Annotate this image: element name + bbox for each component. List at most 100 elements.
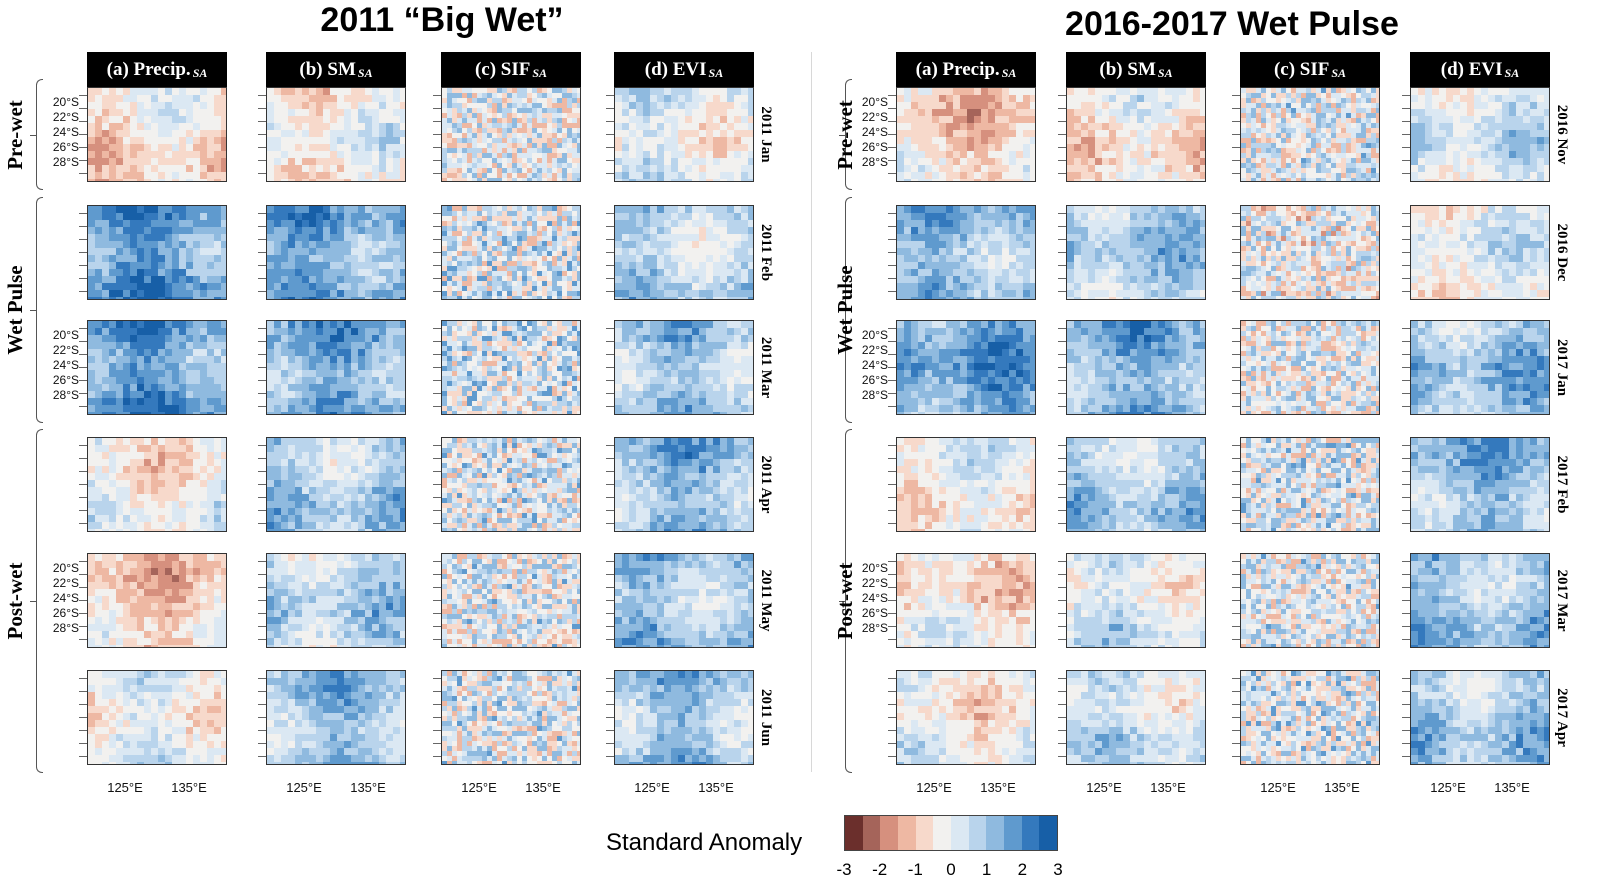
tick [888, 393, 896, 394]
tick [888, 108, 896, 109]
tick [1232, 239, 1240, 240]
lat-tick-marks [1232, 553, 1240, 648]
tick [1058, 523, 1066, 524]
phase-label: Pre-wet [833, 99, 857, 170]
tick [79, 95, 87, 96]
tick [258, 265, 266, 266]
tick [79, 173, 87, 174]
lat-tick-marks [606, 205, 614, 300]
tick [1402, 626, 1410, 627]
tick [1058, 484, 1066, 485]
lat-tick-label: 22°S [861, 110, 888, 124]
tick [1232, 678, 1240, 679]
phase-bracket-tick [30, 310, 36, 311]
lat-tick-marks [888, 553, 896, 648]
tick [1232, 484, 1240, 485]
tick [433, 626, 441, 627]
tick [1232, 626, 1240, 627]
tick [258, 393, 266, 394]
tick [79, 147, 87, 148]
phase-label: Post-wet [3, 562, 27, 640]
tick [1232, 561, 1240, 562]
lon-tick-label: 125°E [1086, 780, 1122, 795]
tick [433, 484, 441, 485]
color-scale-swatch [1039, 816, 1058, 850]
tick [1058, 626, 1066, 627]
tick [1232, 730, 1240, 731]
map-panel [896, 320, 1036, 415]
tick [606, 678, 614, 679]
tick [1058, 147, 1066, 148]
lon-tick-label: 125°E [286, 780, 322, 795]
tick [606, 380, 614, 381]
color-scale-swatch [968, 816, 987, 850]
lat-tick-label: 20°S [52, 328, 79, 342]
lat-tick-marks [606, 553, 614, 648]
tick [1232, 108, 1240, 109]
tick [79, 691, 87, 692]
map-panel [1410, 437, 1550, 532]
tick [888, 380, 896, 381]
tick [1058, 587, 1066, 588]
tick [606, 341, 614, 342]
color-scale-tick-label: -1 [907, 860, 923, 879]
tick [258, 213, 266, 214]
tick [1058, 756, 1066, 757]
tick [1232, 510, 1240, 511]
lat-tick-marks [888, 205, 896, 300]
tick [1402, 108, 1410, 109]
tick [1402, 574, 1410, 575]
tick [606, 328, 614, 329]
tick [79, 367, 87, 368]
lat-tick-marks [1058, 437, 1066, 532]
tick [79, 587, 87, 588]
tick [258, 717, 266, 718]
tick [1402, 678, 1410, 679]
tick [606, 252, 614, 253]
column-header-name: (b) SM [1099, 59, 1156, 80]
tick [79, 226, 87, 227]
color-scale-swatch [898, 816, 916, 850]
tick [433, 239, 441, 240]
tick [258, 458, 266, 459]
phase-bracket-tick [839, 134, 845, 136]
tick [888, 484, 896, 485]
tick [258, 626, 266, 627]
lat-tick-marks [1232, 205, 1240, 300]
tick [1402, 291, 1410, 292]
tick [1402, 380, 1410, 381]
tick [1058, 458, 1066, 459]
tick [606, 291, 614, 292]
column-header-right-3: (d) EVI SA [1410, 52, 1550, 88]
column-header-name: (c) SIF [1273, 59, 1330, 80]
lat-tick-marks [433, 205, 441, 300]
lat-tick-marks [258, 87, 266, 182]
tick [1232, 600, 1240, 601]
color-scale-tick-label: 0 [946, 860, 956, 879]
tick [433, 328, 441, 329]
tick [433, 717, 441, 718]
lon-tick-label: 135°E [171, 780, 207, 795]
tick [433, 380, 441, 381]
tick [258, 367, 266, 368]
tick [1402, 445, 1410, 446]
phase-bracket-tick [30, 601, 36, 602]
tick [79, 497, 87, 498]
tick [888, 678, 896, 679]
tick [606, 458, 614, 459]
lat-tick-marks [1402, 205, 1410, 300]
tick [79, 291, 87, 292]
tick [888, 367, 896, 368]
tick [888, 213, 896, 214]
lat-tick-label: 26°S [52, 140, 79, 154]
phase-bracket [845, 429, 852, 773]
lon-tick-label: 135°E [1324, 780, 1360, 795]
tick [79, 600, 87, 601]
tick [1058, 691, 1066, 692]
tick [606, 147, 614, 148]
tick [1232, 328, 1240, 329]
map-panel [87, 87, 227, 182]
map-panel [266, 553, 406, 648]
column-header-right-0: (a) Precip. SA [896, 52, 1036, 88]
tick [258, 445, 266, 446]
